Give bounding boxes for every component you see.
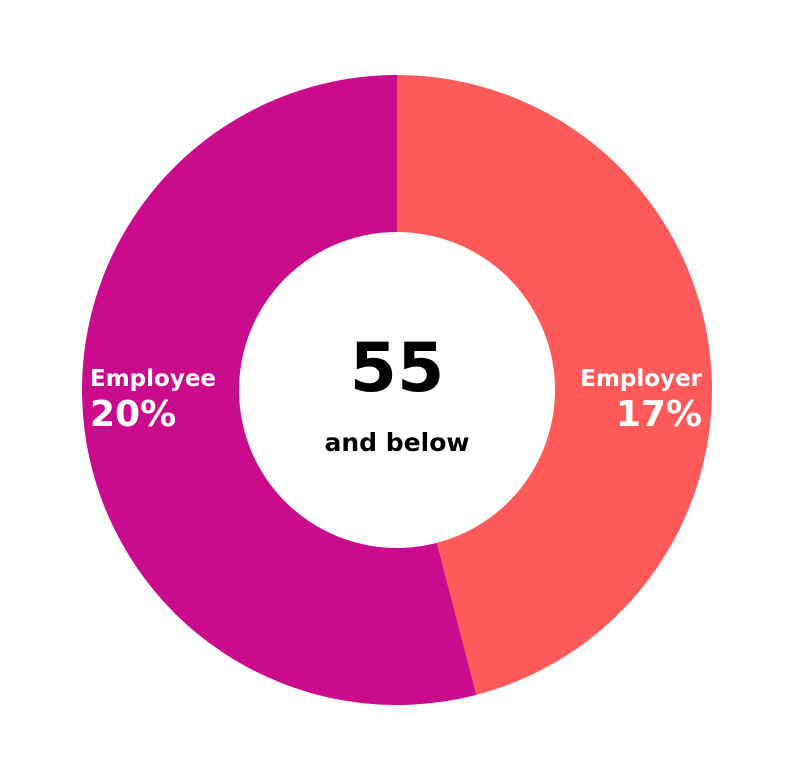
- slice-employee: [82, 75, 477, 705]
- slice-employer: [397, 75, 712, 695]
- center-title: 55: [349, 329, 445, 408]
- employer-label: Employer 17%: [580, 368, 702, 433]
- employee-label-name: Employee: [90, 366, 217, 392]
- employer-label-name: Employer: [580, 366, 702, 392]
- employee-label: Employee 20%: [90, 368, 216, 433]
- employee-label-value: 20%: [90, 394, 177, 435]
- center-subtitle: and below: [324, 428, 470, 457]
- employer-label-value: 17%: [615, 394, 702, 435]
